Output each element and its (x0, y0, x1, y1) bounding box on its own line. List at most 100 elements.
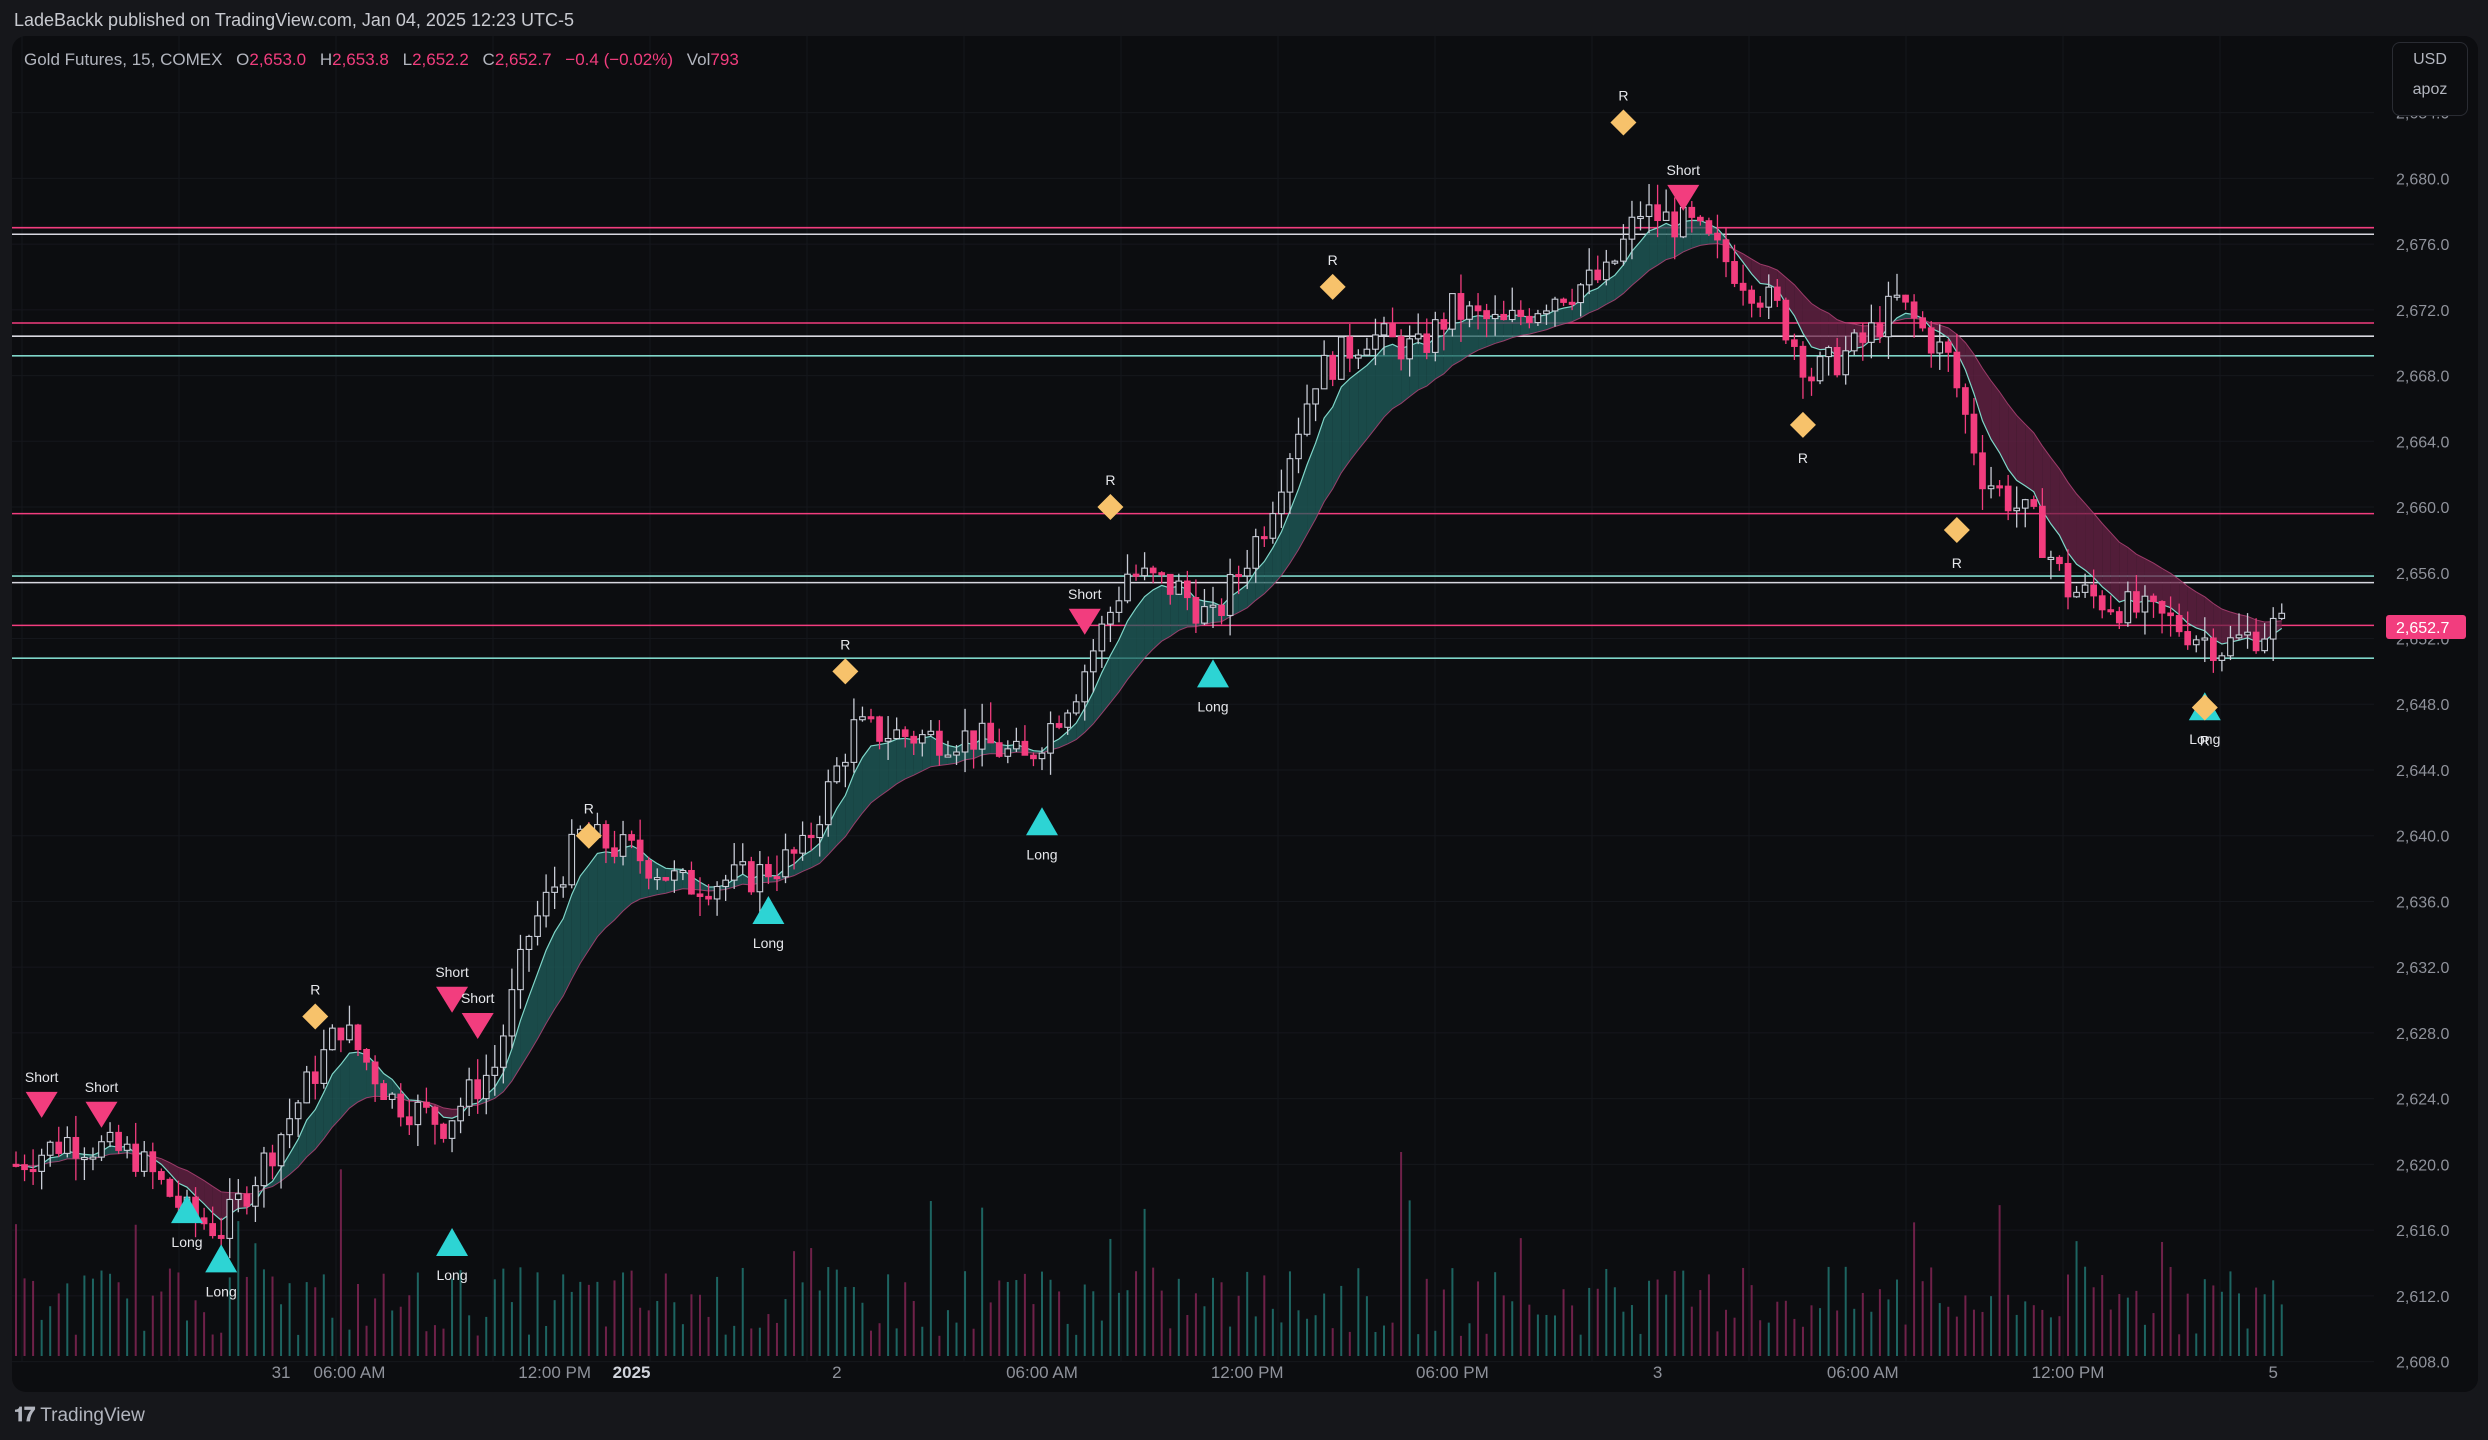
time-tick-label: 3 (1653, 1363, 1662, 1382)
volume-value: 793 (710, 50, 739, 69)
volume-bar (391, 1310, 394, 1356)
candle-body (1414, 333, 1422, 340)
symbol-legend[interactable]: Gold Futures, 15, COMEX O2,653.0 H2,653.… (24, 50, 739, 70)
volume-bar (604, 1326, 607, 1356)
candle-body (730, 864, 738, 881)
ma-band-segment (2170, 573, 2180, 615)
volume-bar (1827, 1266, 1830, 1356)
volume-bar (288, 1283, 291, 1356)
candle-body (1654, 204, 1661, 222)
candle-body (713, 885, 721, 900)
volume-bar (485, 1316, 488, 1356)
volume-bar (681, 1324, 684, 1356)
candle-body (1996, 485, 2003, 489)
candle-body (1209, 604, 1217, 608)
ma-band-segment (2016, 415, 2026, 486)
price-scale[interactable]: 2,684.02,680.02,676.02,672.02,668.02,664… (2374, 36, 2478, 1392)
volume-bar (433, 1325, 436, 1356)
change-value: −0.4 (−0.02%) (565, 50, 674, 69)
volume-bar (237, 1221, 240, 1356)
candle-body (2073, 591, 2080, 598)
candle-body (1243, 567, 1251, 577)
ma-band-segment (1076, 708, 1085, 740)
ma-band-segment (2059, 468, 2068, 553)
time-tick-label: 06:00 AM (314, 1363, 386, 1382)
volume-bar (1212, 1277, 1214, 1356)
volume-bar (1152, 1267, 1155, 1356)
indicator-label[interactable]: apoz (2412, 81, 2448, 98)
reversal-signal-icon (1319, 273, 1346, 300)
currency-label[interactable]: USD (2413, 51, 2447, 68)
chart-panel[interactable]: Short Short Long Long R Short Short Long R Long R L… (12, 36, 2478, 1392)
tradingview-footer[interactable]: 𝟏𝟕 TradingView (14, 1404, 145, 1427)
candle-body (1021, 740, 1029, 756)
volume-bar (1656, 1279, 1659, 1356)
candle-body (910, 735, 918, 744)
volume-bar (1169, 1328, 1172, 1356)
candle-body (1457, 293, 1465, 320)
volume-bar (528, 1334, 530, 1356)
candle-body (2184, 631, 2192, 646)
candle-body (1372, 334, 1379, 350)
symbol-name[interactable]: Gold Futures, 15, COMEX (24, 50, 223, 69)
ma-band-segment (2093, 513, 2103, 587)
candle-body (1791, 339, 1798, 347)
ma-band-segment (1486, 315, 1496, 347)
long-signal-icon (752, 896, 785, 925)
candle-body (1175, 580, 1183, 595)
price-tick-label: 2,664.0 (2396, 434, 2449, 451)
signals[interactable]: ShortShortLongLongRShortShortLongRLongRL… (25, 88, 2221, 1300)
volume-bar (1921, 1281, 1924, 1356)
volume-bar (1340, 1285, 1343, 1356)
volume-bar (1348, 1331, 1351, 1356)
ma-band-segment (161, 1158, 170, 1174)
ma-band-segment (1802, 294, 1812, 347)
ma-band-segment (1589, 288, 1598, 313)
volume-bar (2092, 1287, 2095, 1356)
volume-bar (1365, 1296, 1368, 1356)
volume-bar (40, 1319, 43, 1356)
volume-bar (724, 1334, 727, 1356)
ma-band-segment (537, 950, 547, 1039)
ma-band-segment (1503, 315, 1513, 341)
candle-body (790, 849, 798, 854)
price-tick-label: 2,624.0 (2396, 1092, 2449, 1109)
ma-band-segment (187, 1170, 196, 1196)
time-scale[interactable]: 31 06:00 AM 12:00 PM 2025 2 06:00 AM 12:00 PM 0… (272, 1363, 2278, 1382)
volume-bar (1904, 1324, 1907, 1356)
volume-bar (1126, 1290, 1129, 1356)
volume-bar (1639, 1333, 1642, 1356)
ma-band-segment (819, 825, 829, 864)
volume-bar (2101, 1275, 2104, 1356)
volume-bar (1682, 1270, 1685, 1356)
candle-body (2235, 634, 2243, 639)
volume-bar (416, 1272, 419, 1356)
ma-band-segment (2068, 482, 2077, 565)
candle-body (662, 877, 670, 881)
price-tick-label: 2,672.0 (2396, 303, 2449, 320)
volume-bar (1913, 1222, 1916, 1356)
candle-body (72, 1136, 80, 1159)
signal-label: Long (1197, 698, 1228, 714)
reversal-signal-icon (1610, 109, 1637, 136)
ma-band-segment (1768, 266, 1778, 289)
ma-band-segment (1392, 344, 1402, 409)
volume-bar (1400, 1151, 1403, 1356)
volume-bar (656, 1300, 659, 1356)
close-key: C (482, 50, 495, 69)
volume-bar (297, 1334, 300, 1356)
volume-bar (1083, 1284, 1086, 1356)
candle-body (1526, 315, 1533, 324)
ma-band-segment (588, 853, 598, 951)
volume-bar (2272, 1280, 2275, 1356)
ma-band-segment (1820, 309, 1829, 350)
candle-body (1004, 748, 1012, 757)
price-chart[interactable]: ShortShortLongLongRShortShortLongRLongRL… (12, 36, 2478, 1392)
currency-box[interactable]: USD apoz (2392, 42, 2468, 116)
ma-band-segment (1418, 342, 1427, 391)
ma-band-segment (1691, 220, 1701, 249)
ma-band-segment (563, 894, 572, 997)
volume-bar (1767, 1322, 1770, 1356)
reversal-signal-icon (2191, 694, 2218, 721)
candle-body (2158, 601, 2166, 614)
